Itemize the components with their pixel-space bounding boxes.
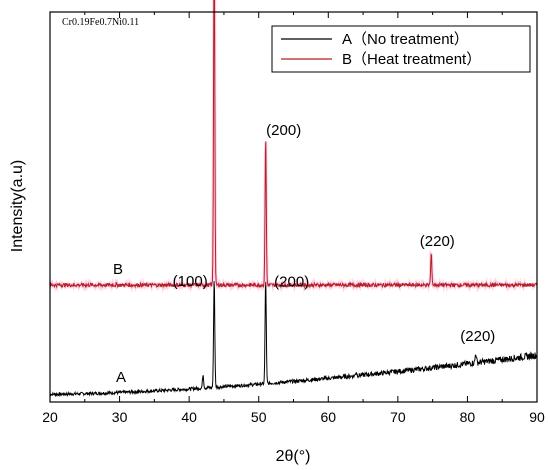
sample-composition-label: Cr0.19Fe0.7Ni0.11 [62,17,139,28]
x-tick-label: 70 [390,409,406,425]
x-tick-label: 60 [320,409,336,425]
annotations: A(100)(200)(220)B(100)(200)(220) [113,122,495,386]
series-tag-a: A [116,369,126,386]
legend-entry-a: A（No treatment） [342,31,469,48]
x-tick-label: 40 [181,409,197,425]
x-tick-label: 50 [251,409,267,425]
x-tick-label: 80 [460,409,476,425]
x-axis-title: 2θ(°) [276,448,311,465]
legend: A（No treatment） B（Heat treatment） [271,25,531,73]
y-axis-title: Intensity(a.u) [9,160,26,252]
legend-box [271,25,531,73]
x-tick-label: 30 [112,409,128,425]
peak-label-a-0: (100) [173,273,208,290]
x-tick-label: 90 [529,409,545,425]
peak-label-b-1: (200) [266,122,301,139]
axes: 20 30 40 50 60 70 80 90 [42,11,545,425]
plot-area [48,0,539,398]
peak-label-b-2: (220) [420,233,455,250]
legend-entry-b: B（Heat treatment） [342,51,481,68]
series-line-a [49,281,538,398]
series-tag-b: B [113,261,123,278]
series-line-b [49,0,538,289]
x-tick-label: 20 [42,409,58,425]
peak-label-a-1: (200) [274,273,309,290]
peak-label-a-2: (220) [460,328,495,345]
